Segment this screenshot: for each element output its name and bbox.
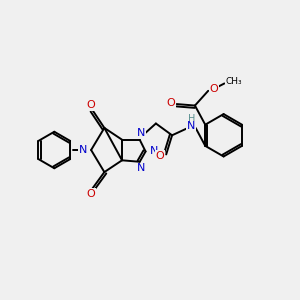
Text: O: O xyxy=(155,151,164,161)
Text: CH₃: CH₃ xyxy=(226,76,242,85)
Text: O: O xyxy=(167,98,175,108)
Text: N: N xyxy=(137,128,146,138)
Text: O: O xyxy=(87,100,95,110)
Text: N: N xyxy=(79,145,87,155)
Text: H: H xyxy=(188,114,196,124)
Text: O: O xyxy=(209,84,218,94)
Text: N: N xyxy=(150,146,158,157)
Text: N: N xyxy=(187,122,195,131)
Text: N: N xyxy=(137,163,146,173)
Text: O: O xyxy=(87,189,95,199)
